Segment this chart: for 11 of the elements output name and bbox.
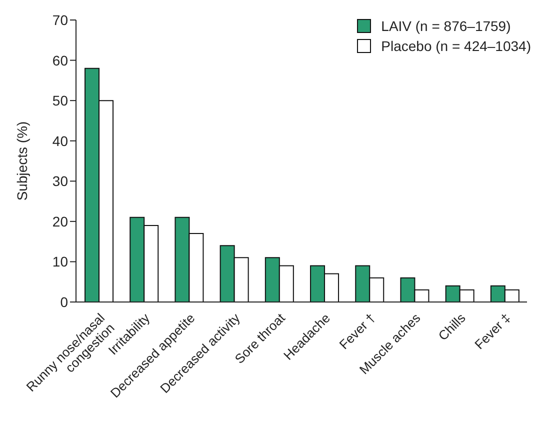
y-tick-label: 70 [52,12,68,28]
y-tick-label: 30 [52,173,68,190]
y-axis-title: Subjects (%) [14,121,30,201]
y-tick-label: 0 [60,294,68,310]
y-tick-label: 10 [52,254,68,270]
y-tick-label: 50 [52,92,68,109]
y-tick-label: 20 [52,213,68,230]
y-tick-label: 40 [52,132,68,149]
legend-label: Placebo (n = 424–1034) [381,38,531,54]
legend-label: LAIV (n = 876–1759) [381,18,511,34]
y-tick-label: 60 [52,52,68,68]
